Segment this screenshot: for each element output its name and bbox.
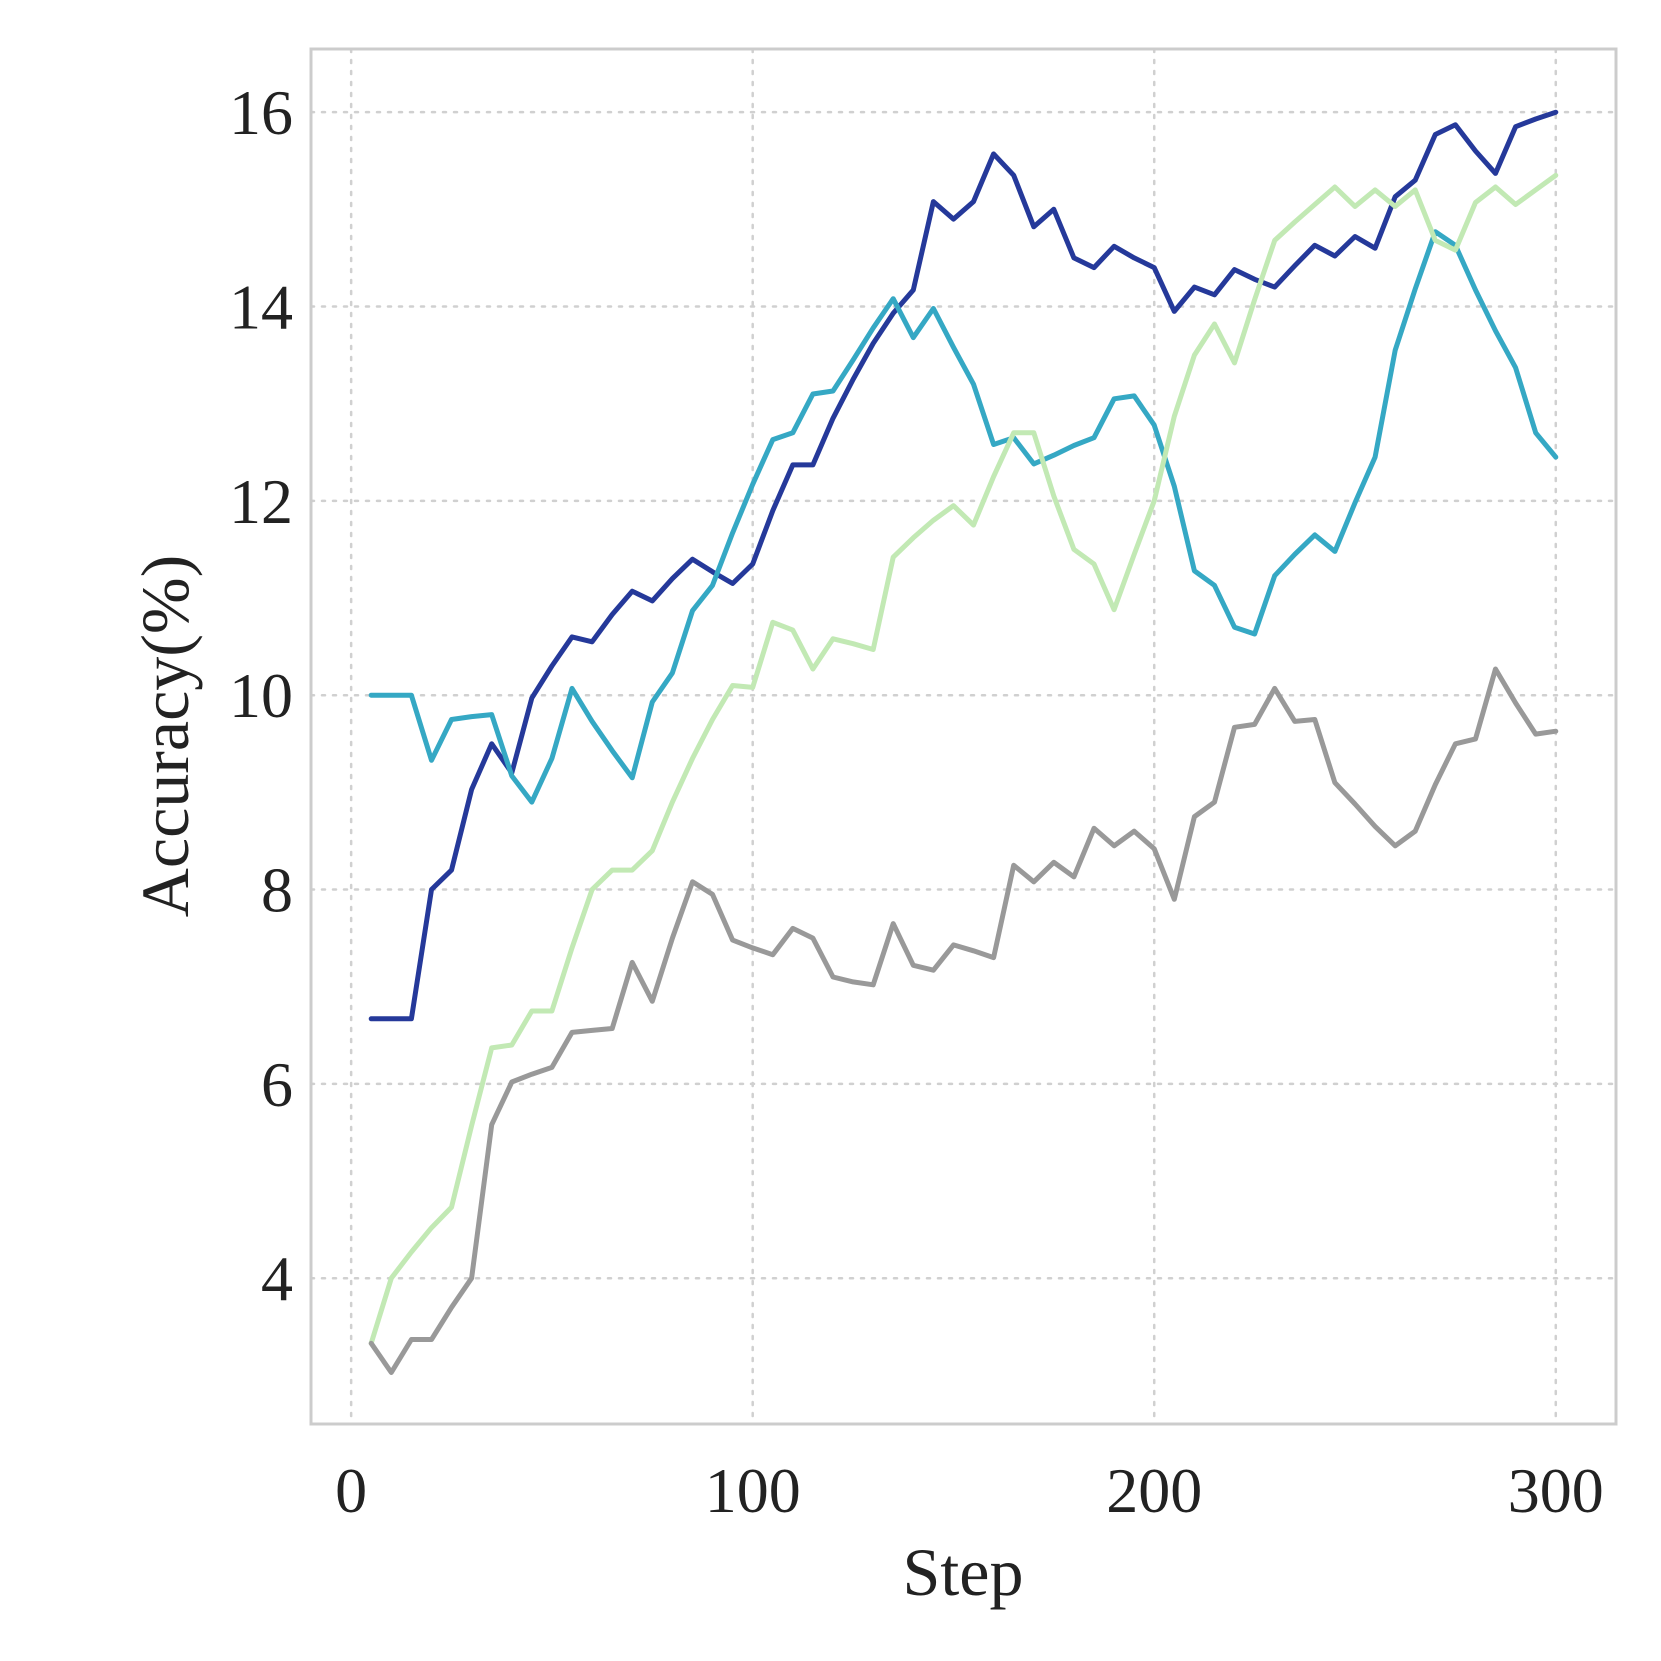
series-line-1 xyxy=(368,109,1559,1022)
plot-frame xyxy=(309,47,1618,1426)
series-lines xyxy=(368,109,1559,1375)
x-tick-label: 300 xyxy=(1508,1455,1604,1526)
y-tick-label: 14 xyxy=(229,272,293,343)
y-tick-label: 16 xyxy=(229,77,293,148)
x-tick-labels: 0 100 200 300 xyxy=(335,1455,1604,1526)
y-tick-label: 8 xyxy=(261,855,293,926)
series-line-2 xyxy=(368,229,1559,805)
x-tick-label: 200 xyxy=(1106,1455,1202,1526)
y-tick-labels: 4 6 8 10 12 14 16 xyxy=(229,77,293,1314)
y-axis-label: Accuracy(%) xyxy=(127,555,203,917)
grid-lines xyxy=(309,47,1618,1426)
y-tick-label: 4 xyxy=(261,1243,293,1314)
x-tick-label: 100 xyxy=(705,1455,801,1526)
x-tick-label: 0 xyxy=(335,1455,367,1526)
y-tick-label: 10 xyxy=(229,660,293,731)
y-tick-label: 6 xyxy=(261,1049,293,1120)
y-tick-label: 12 xyxy=(229,466,293,537)
x-axis-label: Step xyxy=(903,1534,1024,1610)
series-line-4 xyxy=(368,666,1559,1375)
series-line-3 xyxy=(368,172,1559,1346)
